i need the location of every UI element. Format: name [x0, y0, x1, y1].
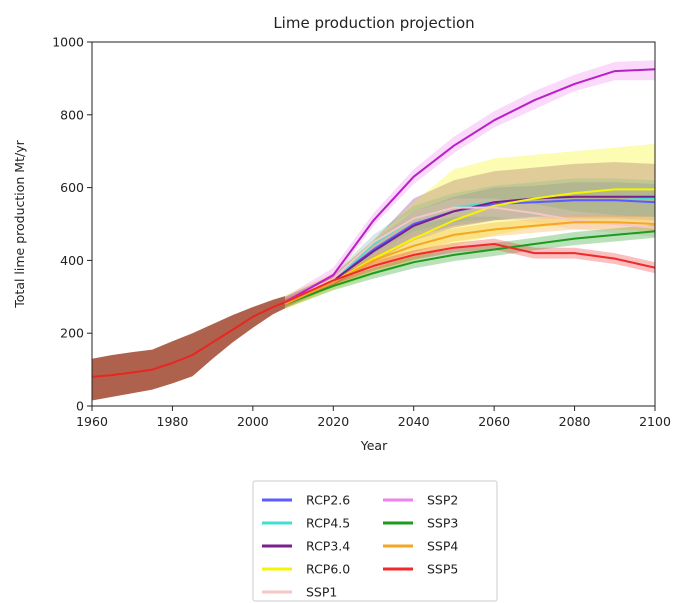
y-tick-label: 800	[60, 107, 84, 122]
y-tick-label: 600	[60, 180, 84, 195]
legend-label-rcp2-6: RCP2.6	[306, 493, 350, 508]
band-ssp1	[285, 198, 655, 306]
legend-frame	[252, 480, 498, 602]
legend-label-rcp4-5: RCP4.5	[306, 516, 350, 531]
x-axis-ticks: 1960 1980 2000 2020 2040 2060 2080 2100	[76, 406, 671, 429]
band-rcp6-0	[285, 143, 655, 310]
legend-label-ssp1: SSP1	[306, 585, 337, 600]
band-ssp3	[285, 224, 655, 309]
y-tick-label: 400	[60, 253, 84, 268]
band-rcp2-6	[285, 182, 655, 308]
line-ssp2	[284, 68, 656, 304]
x-tick-label: 2080	[559, 414, 591, 429]
x-tick-label: 1960	[76, 414, 108, 429]
legend-label-ssp5: SSP5	[427, 562, 458, 577]
legend-label-rcp6-0: RCP6.0	[306, 562, 350, 577]
band-rcp4-5	[285, 178, 655, 308]
plot-area-frame	[91, 41, 656, 407]
y-tick-label: 200	[60, 326, 84, 341]
line-historical	[91, 301, 286, 378]
line-ssp4	[284, 221, 656, 306]
x-axis-label: Year	[360, 438, 388, 453]
band-ssp5	[285, 238, 655, 306]
y-tick-label: 0	[76, 399, 84, 414]
legend-label-rcp3-4: RCP3.4	[306, 539, 350, 554]
y-axis-label: Total lime production Mt/yr	[12, 139, 27, 308]
uncertainty-bands	[92, 60, 655, 401]
x-tick-label: 2040	[398, 414, 430, 429]
legend-label-ssp2: SSP2	[427, 493, 458, 508]
line-ssp3	[284, 230, 656, 306]
x-tick-label: 2000	[237, 414, 269, 429]
x-tick-label: 2100	[639, 414, 671, 429]
x-tick-label: 2060	[478, 414, 510, 429]
band-ssp2	[285, 60, 655, 308]
legend: RCP2.6 RCP4.5 RCP3.4 RCP6.0 SSP1 SSP2 SSP3 SSP4…	[252, 480, 498, 602]
legend-label-ssp4: SSP4	[427, 539, 458, 554]
y-axis-ticks: 0 200 400 600 800 1000	[52, 35, 92, 414]
y-tick-label: 1000	[52, 35, 84, 50]
x-tick-label: 1980	[157, 414, 189, 429]
x-tick-label: 2020	[317, 414, 349, 429]
legend-label-ssp3: SSP3	[427, 516, 458, 531]
band-historical	[92, 296, 285, 401]
band-rcp3-4	[285, 162, 655, 308]
series-lines	[91, 68, 656, 378]
line-ssp5	[284, 243, 656, 304]
chart-title: Lime production projection	[273, 14, 474, 32]
